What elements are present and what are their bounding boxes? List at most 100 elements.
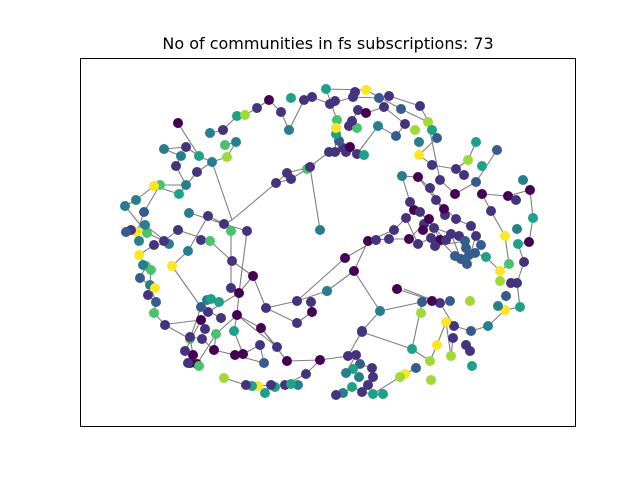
network-node <box>401 213 411 223</box>
network-edge <box>187 215 209 252</box>
network-node <box>240 110 250 120</box>
network-node <box>232 310 242 320</box>
network-node <box>209 345 219 355</box>
network-node <box>353 105 363 115</box>
network-node <box>432 133 442 143</box>
network-node <box>330 147 340 157</box>
network-node <box>477 189 487 199</box>
network-node <box>512 224 522 234</box>
network-node <box>363 236 373 246</box>
network-node <box>196 315 206 325</box>
network-node <box>466 221 476 231</box>
network-edge <box>171 265 202 308</box>
network-node <box>299 95 309 105</box>
network-edge <box>434 240 466 247</box>
network-node <box>354 372 364 382</box>
network-node <box>180 346 190 356</box>
network-node <box>185 332 195 342</box>
network-node <box>495 266 505 276</box>
network-node <box>378 389 388 399</box>
network-node <box>261 303 271 313</box>
network-node <box>449 321 459 331</box>
network-node <box>135 273 145 283</box>
network-node <box>413 239 423 249</box>
network-edge <box>379 301 423 312</box>
network-node <box>414 137 424 147</box>
network-node <box>417 297 427 307</box>
network-node <box>396 104 406 114</box>
network-node <box>306 297 316 307</box>
network-node <box>467 361 477 371</box>
network-node <box>525 185 535 195</box>
network-node <box>418 225 428 235</box>
network-node <box>149 181 159 191</box>
network-node <box>138 260 148 270</box>
network-node <box>197 334 207 344</box>
network-node <box>216 313 226 323</box>
network-node <box>430 241 440 251</box>
network-node <box>146 265 156 275</box>
network-node <box>331 390 341 400</box>
network-node <box>446 229 456 239</box>
network-node <box>471 137 481 147</box>
network-edge <box>265 300 298 309</box>
network-node <box>379 102 389 112</box>
network-edge <box>353 270 381 312</box>
network-node <box>171 161 181 171</box>
network-node <box>183 358 193 368</box>
network-node <box>151 297 161 307</box>
network-node <box>259 358 269 368</box>
network-node <box>359 150 369 160</box>
network-node <box>470 248 480 258</box>
network-node <box>427 296 437 306</box>
network-node <box>218 125 228 135</box>
network-node <box>349 266 359 276</box>
network-node <box>375 306 385 316</box>
network-node <box>415 101 425 111</box>
network-node <box>463 155 473 165</box>
network-node <box>188 350 198 360</box>
network-node <box>524 237 534 247</box>
network-node <box>424 214 434 224</box>
network-node <box>167 261 177 271</box>
network-node <box>260 388 270 398</box>
network-node <box>500 231 510 241</box>
network-node <box>272 342 282 352</box>
network-node <box>492 145 502 155</box>
network-edge <box>286 359 321 362</box>
network-node <box>139 207 149 217</box>
network-node <box>307 92 317 102</box>
network-node <box>292 318 302 328</box>
network-node <box>286 379 296 389</box>
network-node <box>307 307 317 317</box>
network-node <box>471 231 481 241</box>
network-node <box>222 152 232 162</box>
network-edge <box>238 230 248 294</box>
network-node <box>404 234 414 244</box>
network-node <box>322 286 332 296</box>
network-node <box>200 324 210 334</box>
network-node <box>232 111 242 121</box>
network-node <box>347 382 357 392</box>
network-node <box>384 91 394 101</box>
network-node <box>448 333 458 343</box>
network-node <box>266 380 276 390</box>
network-node <box>211 329 221 339</box>
network-node <box>426 375 436 385</box>
network-node <box>315 355 325 365</box>
plot-title: No of communities in fs subscriptions: 7… <box>162 34 493 53</box>
network-node <box>214 297 224 307</box>
network-node <box>282 356 292 366</box>
network-node <box>181 180 191 190</box>
network-edge <box>388 95 421 107</box>
network-node <box>183 246 193 256</box>
network-node <box>413 172 423 182</box>
network-node <box>134 250 144 260</box>
network-node <box>483 321 493 331</box>
network-node <box>140 220 150 230</box>
network-node <box>462 259 472 269</box>
network-node <box>149 308 159 318</box>
network-node <box>203 211 213 221</box>
network-edge <box>296 290 328 302</box>
